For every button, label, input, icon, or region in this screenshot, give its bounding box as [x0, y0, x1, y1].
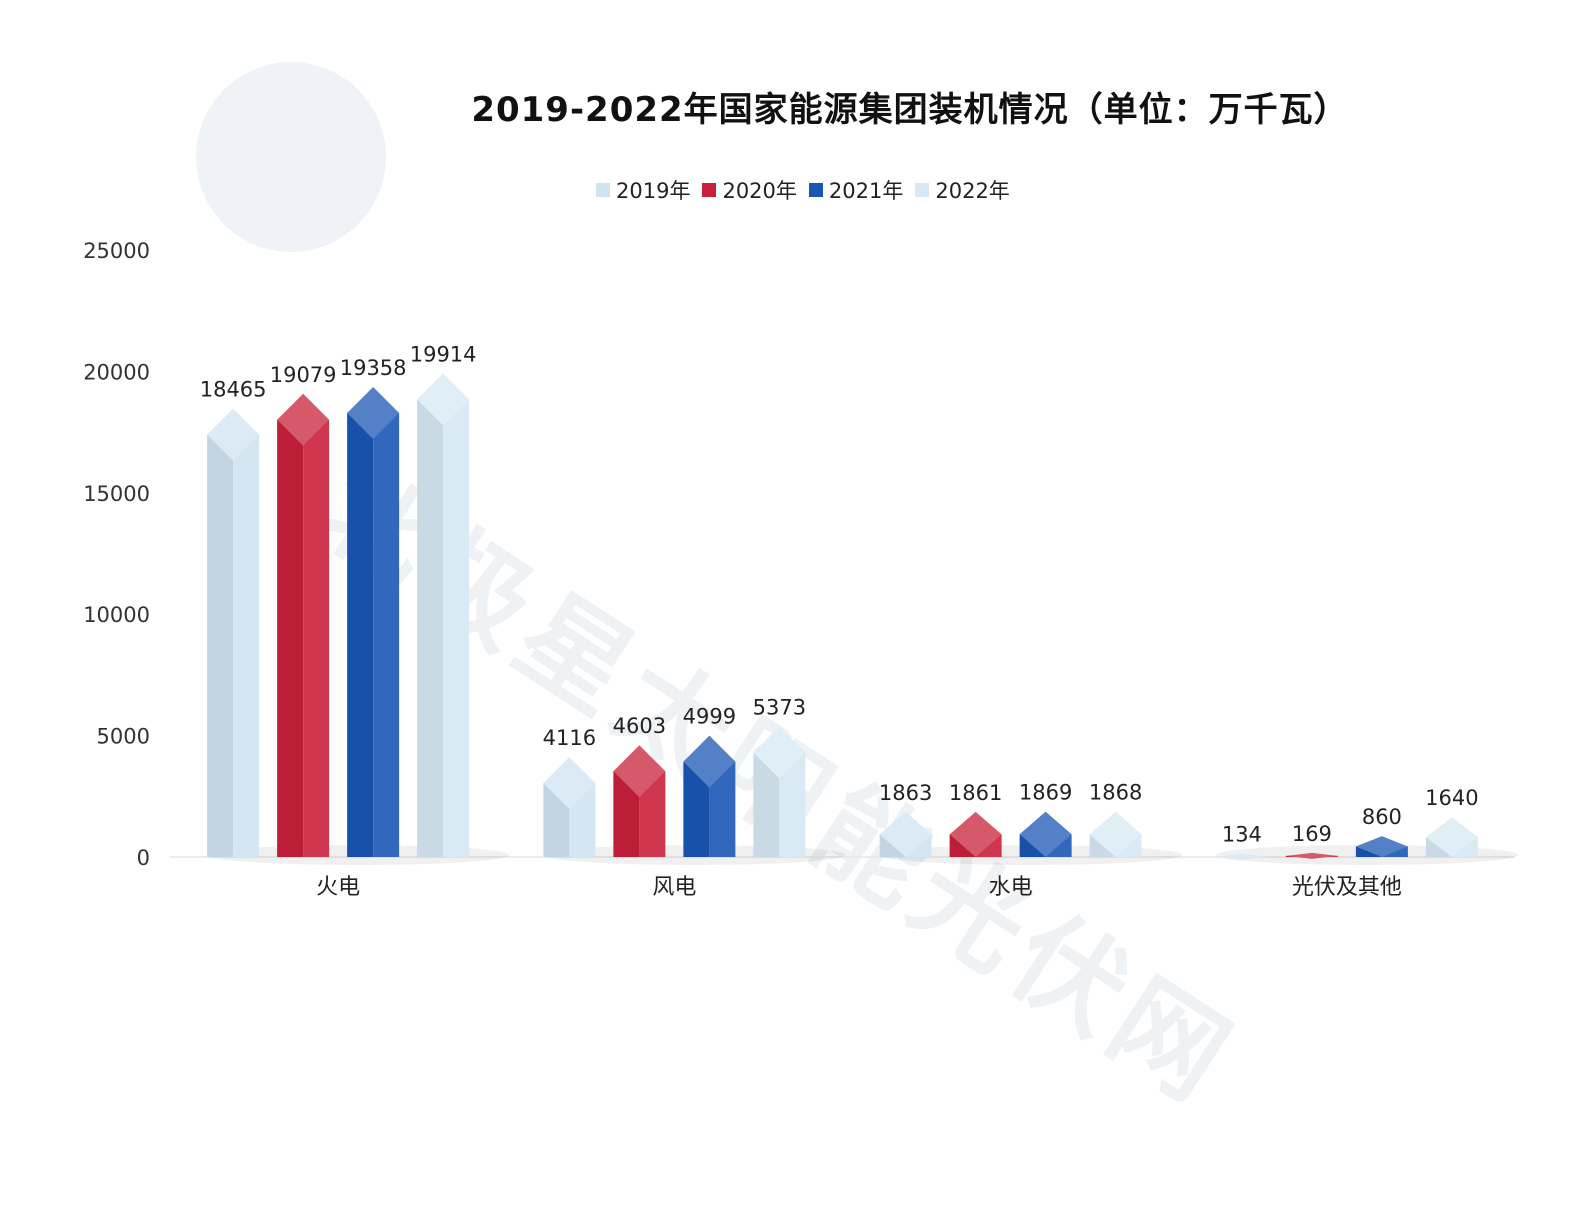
bar-face-right — [443, 399, 469, 857]
y-tick-label: 25000 — [83, 239, 150, 263]
bar-face-right — [233, 435, 259, 857]
data-label: 19914 — [410, 342, 477, 366]
y-tick-label: 15000 — [83, 482, 150, 506]
data-label: 169 — [1292, 822, 1332, 846]
data-label: 4999 — [683, 705, 736, 729]
bar-face-right — [303, 420, 329, 857]
x-tick-label: 水电 — [989, 875, 1033, 900]
data-label: 4603 — [613, 714, 666, 738]
data-label: 18465 — [200, 378, 267, 402]
bar-face-right — [373, 413, 399, 857]
data-label: 5373 — [753, 696, 806, 720]
data-label: 1869 — [1019, 781, 1072, 805]
data-label: 1863 — [879, 781, 932, 805]
y-tick-label: 20000 — [83, 360, 150, 384]
bar — [277, 420, 303, 857]
data-label: 134 — [1222, 823, 1262, 847]
data-label: 1861 — [949, 781, 1002, 805]
x-tick-label: 光伏及其他 — [1292, 875, 1402, 900]
data-label: 1640 — [1425, 786, 1478, 810]
data-label: 19079 — [270, 363, 337, 387]
data-label: 860 — [1362, 805, 1402, 829]
x-tick-label: 风电 — [652, 875, 696, 900]
y-tick-label: 10000 — [83, 603, 150, 627]
data-label: 19358 — [340, 356, 407, 380]
bar — [347, 413, 373, 857]
y-tick-label: 5000 — [97, 725, 150, 749]
y-tick-label: 0 — [137, 846, 150, 870]
bar — [417, 399, 443, 857]
data-label: 4116 — [543, 726, 596, 750]
x-tick-label: 火电 — [316, 875, 360, 900]
data-label: 1868 — [1089, 781, 1142, 805]
bar — [207, 435, 233, 857]
